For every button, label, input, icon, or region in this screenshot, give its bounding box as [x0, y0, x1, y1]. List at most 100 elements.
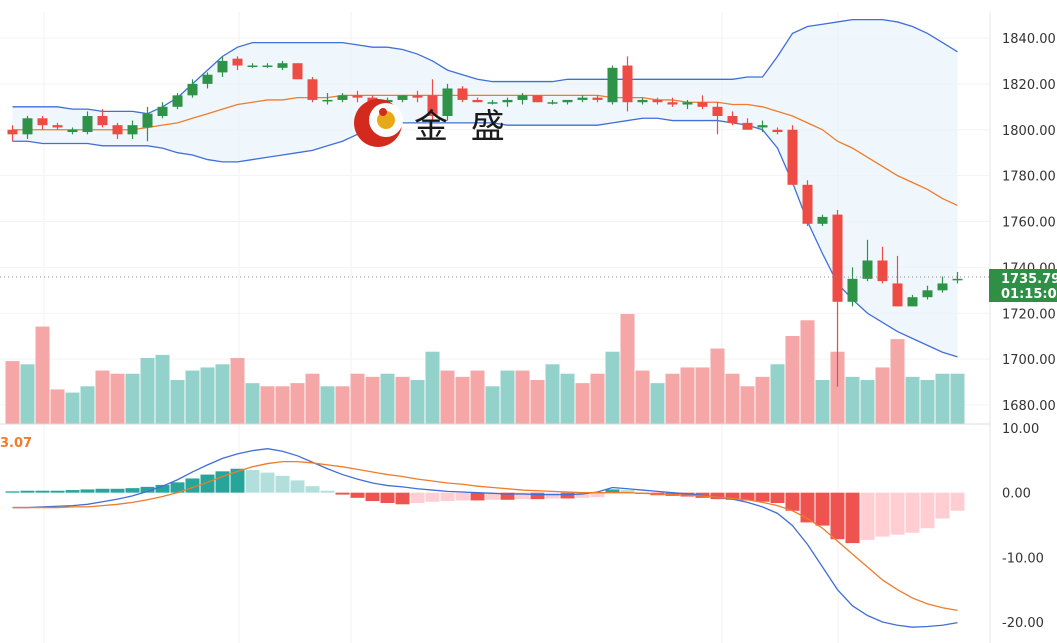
volume-bar-8 — [125, 373, 140, 424]
candle-37 — [562, 99, 573, 105]
macd-hist-53 — [800, 492, 815, 523]
countdown: 01:15:0 — [1001, 287, 1057, 302]
candle-body-55 — [832, 214, 843, 302]
candle-9 — [142, 106, 153, 142]
macd-hist-26 — [395, 492, 410, 505]
candle-43 — [652, 97, 663, 105]
bollinger-middle — [12, 94, 958, 207]
price-tick-4: 1760.00 — [1002, 216, 1056, 231]
volume-bar-52 — [785, 336, 800, 424]
candle-7 — [112, 122, 123, 139]
candle-62 — [937, 276, 948, 293]
candle-body-34 — [517, 95, 528, 100]
candle-6 — [97, 109, 108, 128]
volume-bar-59 — [890, 339, 905, 424]
volume-bar-12 — [185, 370, 200, 424]
volume-bar-60 — [905, 376, 920, 424]
candle-13 — [202, 72, 213, 89]
candle-body-9 — [142, 113, 153, 128]
candle-body-40 — [607, 67, 618, 103]
macd-hist-36 — [545, 492, 560, 499]
candle-44 — [667, 97, 678, 107]
volume-bar-19 — [290, 383, 305, 424]
candle-body-61 — [922, 290, 933, 298]
volume-bar-44 — [665, 373, 680, 424]
macd-tick-3: -20.00 — [1002, 616, 1044, 631]
candle-body-11 — [172, 95, 183, 107]
volume-bar-40 — [605, 351, 620, 424]
macd-hist-56 — [845, 492, 860, 544]
candle-body-0 — [7, 129, 18, 135]
candle-body-37 — [562, 99, 573, 103]
volume-bar-48 — [725, 373, 740, 424]
macd-hist-62 — [935, 492, 950, 519]
volume-bar-14 — [215, 364, 230, 424]
candle-61 — [922, 285, 933, 300]
candle-body-6 — [97, 115, 108, 126]
volume-bar-26 — [395, 376, 410, 424]
candle-body-13 — [202, 74, 213, 84]
price-axis: 1840.001820.001800.001780.001760.001740.… — [1002, 32, 1056, 414]
candle-22 — [337, 93, 348, 103]
volume-bar-58 — [875, 367, 890, 424]
macd-hist-55 — [830, 492, 845, 540]
candle-body-45 — [682, 102, 693, 105]
candle-body-43 — [652, 99, 663, 103]
volume-bar-62 — [935, 373, 950, 424]
candle-3 — [52, 122, 63, 130]
candle-body-54 — [817, 216, 828, 224]
candle-51 — [772, 127, 783, 135]
candle-17 — [262, 63, 273, 68]
volume-bars — [5, 314, 965, 424]
volume-bar-7 — [110, 373, 125, 424]
price-tick-7: 1700.00 — [1002, 353, 1056, 368]
macd-tick-0: 10.00 — [1002, 422, 1039, 437]
macd-hist-8 — [125, 488, 140, 493]
macd-hist-4 — [65, 490, 80, 493]
current-price-tag: 1735.79 01:15:0 — [989, 269, 1057, 302]
volume-bar-53 — [800, 320, 815, 424]
candle-49 — [742, 118, 753, 130]
macd-hist-3 — [50, 490, 65, 493]
candle-0 — [7, 125, 18, 142]
candle-body-42 — [637, 99, 648, 103]
macd-hist-37 — [560, 492, 575, 499]
volume-bar-24 — [365, 376, 380, 424]
candle-body-47 — [712, 106, 723, 116]
price-tick-6: 1720.00 — [1002, 307, 1056, 322]
volume-bar-55 — [830, 351, 845, 424]
current-price: 1735.79 — [1001, 272, 1057, 287]
candle-body-7 — [112, 125, 123, 135]
candle-body-44 — [667, 102, 678, 105]
jinsheng-logo: 金 盛 — [354, 99, 505, 147]
candle-4 — [67, 127, 78, 135]
candle-body-8 — [127, 125, 138, 135]
candle-body-38 — [577, 97, 588, 100]
candle-53 — [802, 180, 813, 227]
candle-23 — [352, 90, 363, 103]
bollinger-lower — [12, 117, 958, 358]
candle-35 — [532, 95, 543, 103]
candle-59 — [892, 255, 903, 307]
price-tick-1: 1820.00 — [1002, 78, 1056, 93]
volume-bar-34 — [515, 370, 530, 424]
macd-hist-7 — [110, 488, 125, 493]
volume-bar-27 — [410, 380, 425, 424]
volume-bar-30 — [455, 376, 470, 424]
macd-hist-63 — [950, 492, 965, 511]
candle-5 — [82, 111, 93, 135]
macd-hist-19 — [290, 480, 305, 493]
macd-hist-16 — [245, 470, 260, 493]
volume-bar-47 — [710, 348, 725, 424]
volume-bar-20 — [305, 373, 320, 424]
macd-hist-30 — [455, 492, 470, 501]
macd-hist-17 — [260, 472, 275, 493]
candle-57 — [862, 239, 873, 282]
candle-48 — [727, 111, 738, 126]
macd-hist-0 — [5, 491, 20, 493]
volume-bar-15 — [230, 358, 245, 424]
macd-hist-61 — [920, 492, 935, 529]
macd-hist-15 — [230, 468, 245, 493]
candle-body-62 — [937, 283, 948, 291]
